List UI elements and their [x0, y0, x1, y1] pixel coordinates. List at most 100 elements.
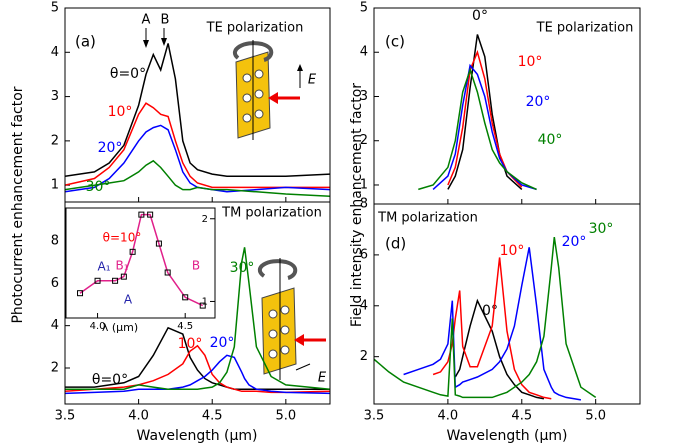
curve: [65, 102, 330, 189]
y-tick-label: 1: [202, 296, 208, 307]
y-tick-label: 4: [51, 45, 59, 60]
panel-label: (a): [75, 33, 96, 51]
panel-label: (c): [385, 33, 405, 51]
annotation: E: [308, 73, 317, 88]
x-tick-label: 3.5: [55, 409, 76, 424]
curve: [418, 67, 537, 191]
annotation: TM polarization: [221, 206, 322, 221]
annotation: A₁: [97, 260, 110, 274]
x-tick-label: 4.0: [90, 321, 106, 332]
curve: [432, 63, 537, 191]
data-point: [182, 294, 189, 301]
series-label: θ=0°: [110, 66, 146, 82]
data-point: [112, 277, 119, 284]
annotation: TM polarization: [377, 211, 478, 226]
axes-frame: [64, 201, 331, 405]
panel: 2 4 6 8 3.5 4.0 4.5 5.0 0° 10° 20°30° (d) TM polariz…: [360, 197, 641, 444]
curve: [65, 159, 330, 197]
y-tick-label: 8: [360, 197, 368, 212]
y-tick-label: 5: [51, 1, 59, 16]
data-point: [155, 240, 162, 247]
x-tick-label: 3.5: [364, 409, 385, 424]
curve: [65, 354, 330, 395]
data-point: [138, 211, 145, 218]
curve: [65, 124, 330, 193]
curve: [65, 43, 330, 178]
x-axis-label: Wavelength (μm): [447, 428, 568, 444]
series-label: 20°: [562, 234, 587, 250]
y-tick-label: 2: [360, 349, 368, 364]
annotation: A: [142, 13, 151, 28]
series-label: 20°: [210, 335, 235, 351]
curve: [454, 298, 545, 400]
y-axis-label: Photocurrent enhancement factor: [10, 86, 26, 323]
x-axis-label: Wavelength (μm): [137, 428, 258, 444]
series-label: 10°: [518, 54, 543, 70]
series-label: 40°: [538, 132, 563, 148]
axes-frame: [64, 7, 331, 203]
y-tick-label: 8: [51, 233, 59, 248]
annotation: B: [192, 259, 200, 273]
series-label: 10°: [108, 104, 133, 120]
x-tick-label: 4.5: [202, 409, 223, 424]
series-label: θ=0°: [92, 372, 128, 388]
x-tick-label: 4.5: [511, 409, 532, 424]
y-tick-label: 6: [360, 247, 368, 262]
curve: [432, 257, 552, 400]
annotation: B: [161, 13, 170, 28]
y-tick-label: 3: [360, 89, 368, 104]
series-label: 30°: [86, 179, 111, 195]
y-tick-label: 6: [51, 276, 59, 291]
data-point: [129, 248, 136, 255]
series-label: 0°: [472, 8, 488, 24]
axes-frame: [65, 207, 216, 319]
y-tick-label: 1: [360, 177, 368, 192]
x-tick-label: 4.0: [438, 409, 459, 424]
y-tick-label: 2: [360, 133, 368, 148]
y-tick-label: 2: [51, 133, 59, 148]
curve: [374, 236, 597, 399]
data-point: [77, 290, 84, 297]
annotation: E: [318, 371, 327, 386]
data-point: [120, 273, 127, 280]
y-tick-label: 4: [360, 298, 368, 313]
series-label: 10°: [500, 243, 525, 259]
data-point: [164, 269, 171, 276]
series-label: 30°: [589, 221, 614, 237]
series-label: 30°: [230, 260, 255, 276]
y-tick-label: 2: [202, 214, 208, 225]
series-label: 10°: [178, 336, 203, 352]
y-tick-label: 1: [51, 178, 59, 193]
annotation: B₁: [115, 259, 128, 273]
curve: [403, 247, 582, 401]
y-tick-label: 4: [51, 318, 59, 333]
curve: [65, 344, 330, 394]
panel: 1 2 4.0 4.5 θ=10° A₁ B₁ A Bλ (μm): [65, 207, 216, 334]
x-axis-label: λ (μm): [102, 321, 138, 334]
series-label: 0°: [482, 303, 498, 319]
sample-icon-te: [233, 40, 303, 140]
axes-frame: [373, 203, 641, 405]
curve: [65, 326, 330, 390]
x-tick-label: 4.0: [128, 409, 149, 424]
x-tick-label: 5.0: [275, 409, 296, 424]
annotation: TE polarization: [206, 21, 304, 36]
panel-label: (d): [385, 235, 406, 253]
annotation: A: [124, 293, 133, 307]
curve: [447, 49, 523, 188]
y-tick-label: 4: [360, 45, 368, 60]
data-point: [94, 277, 101, 284]
data-point: [147, 211, 154, 218]
data-point: [199, 302, 206, 309]
y-tick-label: 2: [51, 361, 59, 376]
series-label: 20°: [526, 94, 551, 110]
sample-icon-tm: [257, 258, 326, 380]
series-label: 20°: [98, 140, 123, 156]
y-axis-label: Field intensity enhancement factor: [349, 83, 365, 327]
peak-arrows: [143, 28, 167, 48]
curve: [65, 247, 330, 390]
